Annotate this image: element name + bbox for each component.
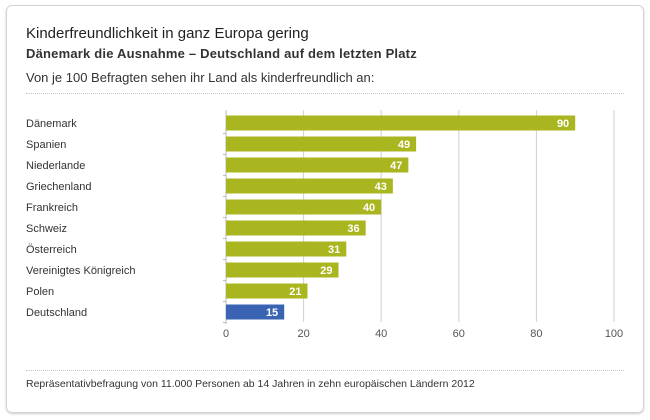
data-label: 90 xyxy=(557,118,569,130)
bar xyxy=(226,220,366,236)
category-label: Spanien xyxy=(26,139,66,151)
category-label: Österreich xyxy=(26,244,77,256)
data-label: 49 xyxy=(398,139,410,151)
bar xyxy=(226,115,576,131)
chart-card xyxy=(6,5,644,413)
x-tick-label: 100 xyxy=(605,328,623,340)
bar xyxy=(226,157,409,173)
x-tick-label: 80 xyxy=(530,328,542,340)
data-label: 31 xyxy=(328,244,340,256)
category-label: Frankreich xyxy=(26,202,78,214)
bar xyxy=(226,241,347,257)
category-label: Dänemark xyxy=(26,118,77,130)
bar xyxy=(226,199,382,215)
x-tick-label: 40 xyxy=(375,328,387,340)
bar xyxy=(226,262,339,278)
x-tick-label: 60 xyxy=(453,328,465,340)
bar xyxy=(226,136,417,152)
data-label: 43 xyxy=(375,181,387,193)
chart-subtitle: Dänemark die Ausnahme – Deutschland auf … xyxy=(26,46,417,61)
chart-title: Kinderfreundlichkeit in ganz Europa geri… xyxy=(26,25,309,42)
bar xyxy=(226,304,285,320)
category-label: Griechenland xyxy=(26,181,91,193)
data-label: 36 xyxy=(347,223,359,235)
category-label: Deutschland xyxy=(26,307,87,319)
chart-description: Von je 100 Befragten sehen ihr Land als … xyxy=(26,70,375,85)
separator-bottom xyxy=(26,370,624,371)
data-label: 21 xyxy=(289,286,301,298)
x-tick-label: 20 xyxy=(297,328,309,340)
category-label: Schweiz xyxy=(26,223,67,235)
x-tick-label: 0 xyxy=(223,328,229,340)
data-label: 47 xyxy=(390,160,402,172)
category-label: Polen xyxy=(26,286,54,298)
data-label: 29 xyxy=(320,265,332,277)
data-label: 15 xyxy=(266,307,278,319)
bar xyxy=(226,178,393,194)
bar xyxy=(226,283,308,299)
separator-top xyxy=(26,93,624,94)
category-label: Vereinigtes Königreich xyxy=(26,265,135,277)
category-label: Niederlande xyxy=(26,160,85,172)
footnote: Repräsentativbefragung von 11.000 Person… xyxy=(26,378,475,390)
data-label: 40 xyxy=(363,202,375,214)
